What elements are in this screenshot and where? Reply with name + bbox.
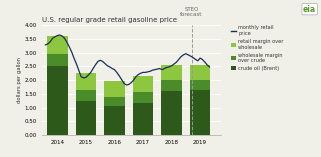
Bar: [76, 73, 96, 90]
Bar: [47, 66, 68, 135]
Bar: [104, 106, 125, 135]
Bar: [190, 90, 210, 135]
Bar: [47, 36, 68, 54]
Bar: [76, 90, 96, 101]
Legend: monthly retail
price, retail margin over
wholesale, wholesale margin
over crude,: monthly retail price, retail margin over…: [231, 25, 283, 71]
Bar: [104, 81, 125, 97]
Bar: [161, 65, 182, 80]
Bar: [190, 65, 210, 80]
Text: eia: eia: [303, 5, 316, 14]
Bar: [47, 54, 68, 66]
Bar: [133, 103, 153, 135]
Bar: [104, 97, 125, 106]
Text: U.S. regular grade retail gasoline price: U.S. regular grade retail gasoline price: [42, 17, 177, 23]
Bar: [161, 91, 182, 135]
Bar: [76, 101, 96, 135]
Bar: [190, 80, 210, 90]
Bar: [161, 80, 182, 91]
Bar: [133, 92, 153, 103]
Text: STEO
forecast: STEO forecast: [180, 7, 203, 17]
Y-axis label: dollars per gallon: dollars per gallon: [17, 57, 22, 103]
Bar: [133, 76, 153, 92]
